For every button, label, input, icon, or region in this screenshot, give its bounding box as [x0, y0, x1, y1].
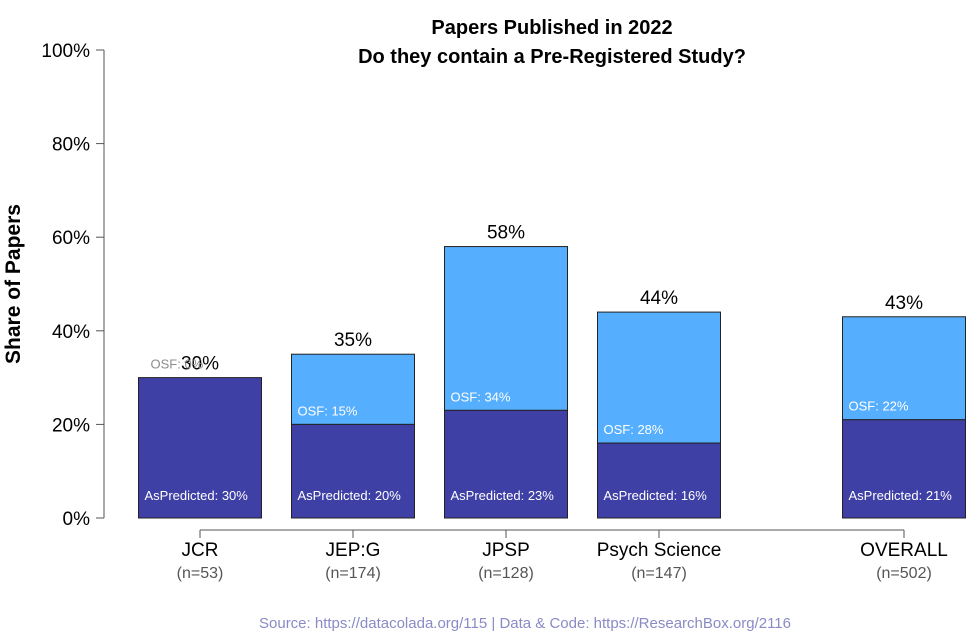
bar-total-label: 58%: [487, 223, 525, 244]
source-note: Source: https://datacolada.org/115 | Dat…: [259, 615, 791, 632]
y-tick-label: 20%: [52, 415, 90, 436]
y-tick-label: 100%: [41, 41, 90, 62]
bar-aspredicted: [138, 377, 262, 519]
bar-aspredicted: [842, 419, 966, 519]
osf-label: OSF: 34%: [451, 389, 511, 404]
y-tick-label: 40%: [52, 322, 90, 343]
y-tick-label: 60%: [52, 228, 90, 249]
x-tick-label: OVERALL: [860, 540, 948, 561]
x-tick-label: JPSP: [482, 540, 530, 561]
bar-total-label: 30%: [181, 354, 219, 375]
bar-total-label: 35%: [334, 330, 372, 351]
x-tick-label: Psych Science: [597, 540, 722, 561]
aspredicted-label: AsPredicted: 21%: [849, 488, 953, 503]
osf-label: OSF: 15%: [298, 403, 358, 418]
y-tick-label: 0%: [63, 509, 91, 530]
y-axis-label: Share of Papers: [2, 204, 25, 364]
osf-label: OSF: 28%: [604, 422, 664, 437]
osf-label: OSF: 0%: [151, 357, 204, 372]
sample-size-label: (n=53): [177, 565, 224, 582]
aspredicted-label: AsPredicted: 16%: [604, 488, 708, 503]
sample-size-label: (n=502): [876, 565, 932, 582]
sample-size-label: (n=147): [631, 565, 687, 582]
x-axis: JCR (n=53) JEP:G (n=174) JPSP (n=128) Psych Sc…: [177, 529, 948, 582]
bar-total-label: 44%: [640, 288, 678, 309]
bar-osf: [291, 353, 415, 425]
bars: [138, 246, 966, 519]
x-tick-label: JCR: [182, 540, 219, 561]
aspredicted-label: AsPredicted: 23%: [451, 488, 555, 503]
bar-aspredicted: [444, 409, 568, 519]
y-tick-label: 80%: [52, 135, 90, 156]
bar-aspredicted: [597, 442, 721, 519]
x-tick-label: JEP:G: [326, 540, 381, 561]
osf-label: OSF: 22%: [849, 399, 909, 414]
aspredicted-label: AsPredicted: 30%: [145, 488, 249, 503]
bar-labels: 30% AsPredicted: 30% OSF: 0% 35% AsPredicted…: [145, 223, 953, 503]
bar-total-label: 43%: [885, 293, 923, 314]
aspredicted-label: AsPredicted: 20%: [298, 488, 402, 503]
y-axis: 0% 20% 40% 60% 80% 100%: [41, 41, 105, 530]
chart-title: Papers Published in 2022 Do they contain…: [358, 17, 746, 68]
chart-title-line-1: Papers Published in 2022: [431, 17, 672, 39]
bar-osf: [444, 246, 568, 411]
bar-osf: [842, 316, 966, 421]
chart-title-line-2: Do they contain a Pre-Registered Study?: [358, 46, 746, 68]
bar-aspredicted: [291, 423, 415, 519]
sample-size-label: (n=128): [478, 565, 534, 582]
sample-size-label: (n=174): [325, 565, 381, 582]
